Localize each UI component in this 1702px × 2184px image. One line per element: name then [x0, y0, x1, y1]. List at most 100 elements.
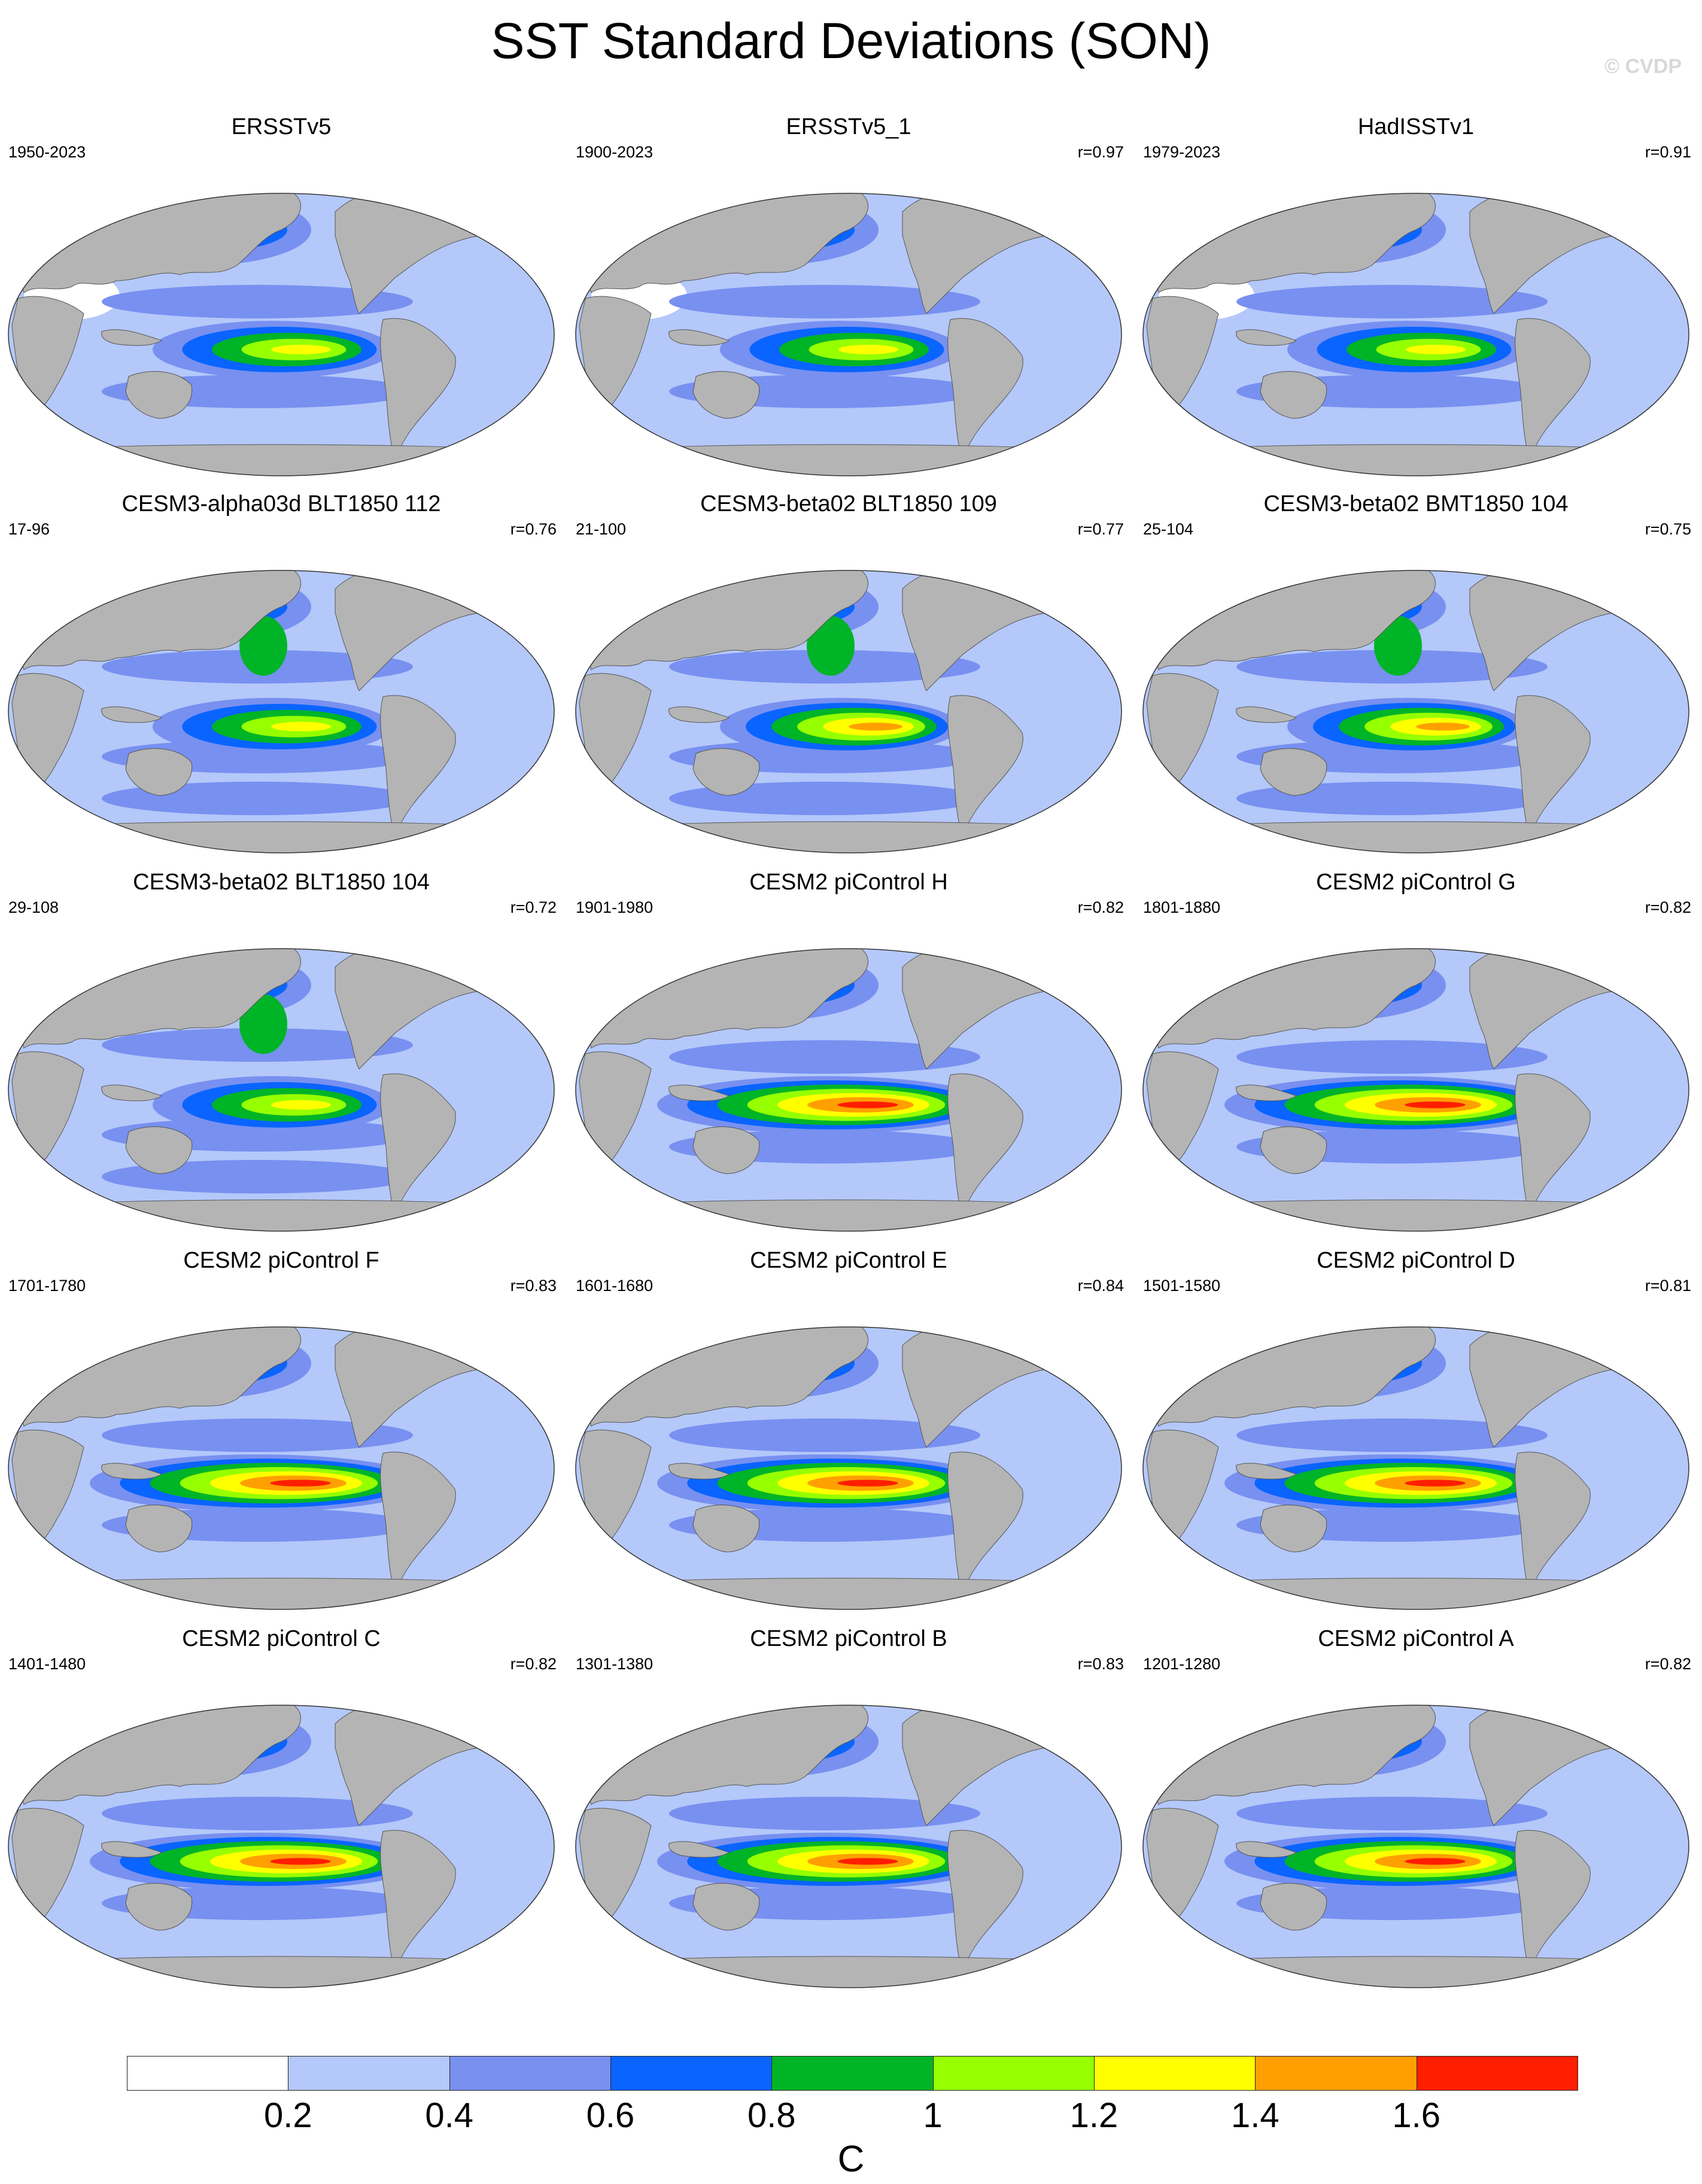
australia-land [125, 371, 193, 419]
panel-year-range: 1301-1380 [576, 1655, 654, 1673]
panel-title: ERSSTv5 [231, 114, 332, 139]
map-panel: CESM3-beta02 BLT1850 109 21-100 r=0.77 [567, 491, 1130, 910]
colorbar-tick-label: 0.4 [425, 2096, 473, 2135]
map-panel: CESM2 piControl F 1701-1780 r=0.83 [0, 1247, 563, 1666]
sst-std-map [1142, 193, 1689, 476]
panel-year-range: 1900-2023 [576, 143, 654, 161]
map-frame [8, 570, 555, 853]
panel-title: CESM2 piControl E [750, 1248, 947, 1273]
greenland-land [1610, 193, 1662, 217]
map-panel: HadISSTv1 1979-2023 r=0.91 [1135, 114, 1697, 533]
colorbar-tick-label: 0.8 [747, 2096, 796, 2135]
mid-variance-band [102, 285, 413, 318]
greenland-land [1610, 1705, 1662, 1729]
map-panel: ERSSTv5_1 1900-2023 r=0.97 [567, 114, 1130, 533]
panel-year-range: 1501-1580 [1143, 1277, 1221, 1295]
mid-variance-band [1236, 1418, 1548, 1452]
maritime-continent-land [1236, 1085, 1297, 1101]
mid-variance-band [669, 1418, 980, 1452]
sst-std-map [575, 193, 1122, 476]
panel-title: CESM2 piControl C [182, 1626, 381, 1651]
panel-pattern-correlation: r=0.91 [1645, 143, 1691, 161]
map-panel: CESM3-alpha03d BLT1850 112 17-96 r=0.76 [0, 491, 563, 910]
map-panel: CESM2 piControl E 1601-1680 r=0.84 [567, 1247, 1130, 1666]
colorbar-swatch [610, 2056, 773, 2091]
mid-variance-band [1236, 1797, 1548, 1830]
map-panel: CESM2 piControl D 1501-1580 r=0.81 [1135, 1247, 1697, 1666]
greenland-land [1043, 1327, 1095, 1351]
colorbar [127, 2056, 1578, 2091]
enso-variance-contour [838, 345, 898, 354]
panel-year-range: 1701-1780 [8, 1277, 86, 1295]
panel-pattern-correlation: r=0.81 [1645, 1277, 1691, 1295]
panel-year-range: 21-100 [576, 520, 627, 538]
antarctica-land [1152, 821, 1674, 853]
sst-std-map [1142, 1705, 1689, 1988]
panel-title: CESM2 piControl G [1316, 870, 1516, 895]
panel-title: CESM2 piControl D [1317, 1248, 1515, 1273]
panel-title: CESM3-beta02 BLT1850 104 [133, 870, 430, 895]
south-america-land [380, 695, 456, 839]
enso-variance-contour [849, 722, 902, 731]
panel-pattern-correlation: r=0.72 [510, 898, 557, 916]
south-america-land [1515, 318, 1591, 461]
map-panel: CESM2 piControl B 1301-1380 r=0.83 [567, 1626, 1130, 2045]
sst-std-map [1142, 948, 1689, 1232]
sst-std-map [8, 1326, 555, 1610]
maritime-continent-land [1236, 706, 1297, 723]
colorbar-tick-label: 0.2 [264, 2096, 312, 2135]
antarctica-land [17, 821, 539, 853]
enso-variance-contour [837, 1858, 898, 1865]
colorbar-swatch [1094, 2056, 1256, 2091]
mid-variance-band [1236, 285, 1548, 318]
colorbar-swatch [127, 2056, 289, 2091]
sst-std-map [575, 948, 1122, 1232]
greenland-land [1043, 193, 1095, 217]
mid-variance-band [669, 782, 980, 815]
map-frame [8, 193, 555, 476]
colorbar-swatch [1255, 2056, 1417, 2091]
maritime-continent-land [1236, 1841, 1297, 1858]
south-america-land [1515, 1451, 1591, 1595]
greenland-land [1043, 1705, 1095, 1729]
australia-land [692, 371, 760, 419]
maritime-continent-land [101, 1463, 163, 1480]
sst-std-map [8, 1705, 555, 1988]
mid-variance-band [102, 1797, 413, 1830]
greenland-land [475, 193, 527, 217]
south-america-land [380, 318, 456, 461]
page-title: SST Standard Deviations (SON) [491, 13, 1211, 69]
colorbar-tick-label: 1.2 [1069, 2096, 1119, 2135]
sst-std-map [8, 570, 555, 853]
panel-pattern-correlation: r=0.83 [510, 1277, 557, 1295]
colorbar-swatch [288, 2056, 450, 2091]
maritime-continent-land [1236, 1463, 1297, 1480]
sst-std-map [8, 193, 555, 476]
panel-year-range: 1201-1280 [1143, 1655, 1221, 1673]
australia-land [692, 1126, 760, 1174]
northeast-pacific-variance [1374, 616, 1422, 676]
south-america-land [380, 1830, 456, 1973]
map-frame [1142, 193, 1689, 476]
map-panel: CESM2 piControl C 1401-1480 r=0.82 [0, 1626, 563, 2045]
maritime-continent-land [101, 1841, 163, 1858]
australia-land [125, 1505, 193, 1553]
enso-variance-contour [1405, 1858, 1466, 1865]
map-panel: CESM2 piControl G 1801-1880 r=0.82 [1135, 869, 1697, 1288]
panel-title: CESM2 piControl A [1318, 1626, 1514, 1651]
enso-variance-contour [1405, 1480, 1466, 1487]
south-america-land [947, 695, 1023, 839]
map-frame [1142, 948, 1689, 1232]
south-america-land [1515, 1830, 1591, 1973]
panel-title: ERSSTv5_1 [786, 114, 911, 139]
south-america-land [947, 1830, 1023, 1973]
enso-variance-contour [837, 1101, 898, 1108]
greenland-land [475, 570, 527, 594]
panel-year-range: 1401-1480 [8, 1655, 86, 1673]
mid-variance-band [102, 782, 413, 815]
enso-variance-contour [271, 1100, 331, 1110]
maritime-continent-land [668, 706, 730, 723]
south-america-land [1515, 1073, 1591, 1217]
south-america-land [380, 1073, 456, 1217]
enso-variance-contour [1405, 1101, 1466, 1108]
